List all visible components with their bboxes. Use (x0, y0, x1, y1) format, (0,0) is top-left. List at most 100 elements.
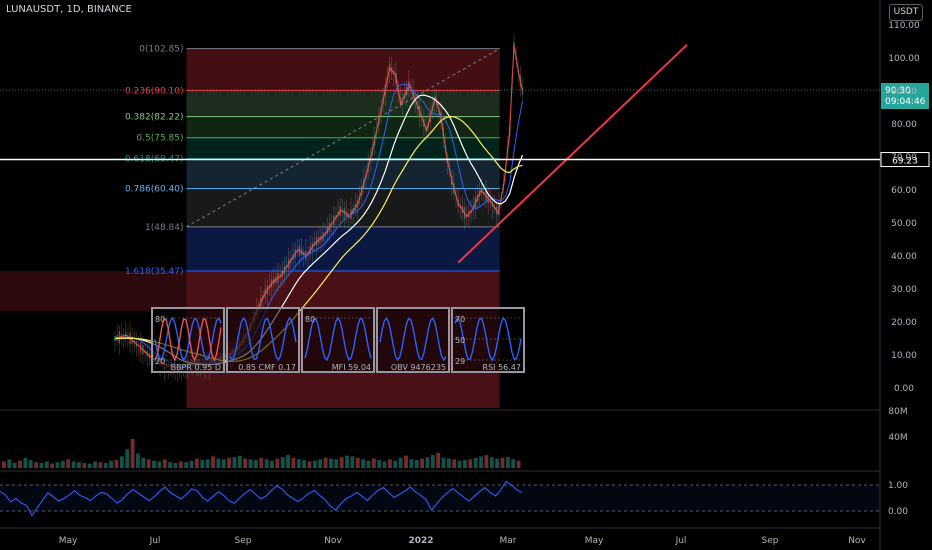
osc-tick-label: 0.00 (888, 507, 908, 517)
volume-bar (339, 457, 344, 468)
volume-bar (275, 458, 280, 468)
volume-bar (7, 459, 12, 468)
volume-bar (500, 457, 505, 468)
volume-bar (194, 458, 199, 468)
current-price-countdown: 09:04:46 (885, 97, 926, 107)
horizontal-level-tag (880, 152, 930, 168)
volume-bar (393, 460, 398, 468)
volume-bar (168, 462, 173, 468)
price-tick-label: 20.00 (891, 318, 917, 328)
price-tick-label: 110.00 (888, 21, 920, 31)
volume-bar (382, 461, 387, 468)
fib-zone-band (186, 90, 500, 117)
osc-line (0, 480, 523, 517)
volume-bar (157, 461, 162, 468)
volume-bar (516, 460, 521, 468)
indicator-line-alt (154, 318, 222, 362)
indicator-line (379, 316, 447, 362)
volume-bar (329, 458, 333, 468)
volume-bar (479, 456, 483, 468)
volume-bar (2, 461, 6, 468)
indicator-readout: RSI 56.47 (483, 363, 521, 372)
price-tick-label: 40.00 (891, 252, 917, 262)
volume-bar (152, 460, 156, 468)
volume-bar (55, 462, 60, 468)
price-tick-label: 60.00 (891, 186, 917, 196)
volume-bar (414, 460, 419, 468)
volume-bar (420, 458, 425, 468)
volume-bar (291, 457, 296, 468)
volume-bar (114, 460, 119, 468)
indicator-level-label: 29 (455, 357, 465, 366)
volume-bar (248, 459, 253, 468)
volume-bar (312, 460, 317, 468)
indicator-box (226, 307, 300, 373)
time-tick-label: May (59, 536, 78, 546)
volume-bar (28, 460, 33, 468)
currency-badge[interactable]: USDT (889, 4, 923, 21)
volume-bar (463, 460, 467, 468)
volume-bar (473, 457, 478, 468)
volume-bar (334, 459, 339, 468)
price-tick-label: 30.00 (891, 285, 917, 295)
volume-bar (345, 455, 349, 468)
volume-bar (184, 462, 189, 468)
volume-bar (109, 460, 114, 468)
volume-bar (323, 457, 328, 468)
volume-bar (227, 457, 232, 468)
volume-bar (60, 460, 65, 468)
volume-bar (430, 454, 435, 468)
volume-bar (237, 455, 242, 468)
trendline (457, 44, 688, 264)
volume-bar (468, 459, 473, 468)
volume-bar (436, 452, 441, 468)
fib-level-label: 0.236(90.10) (125, 87, 184, 97)
volume-bar (366, 460, 371, 468)
volume-bar (98, 462, 103, 468)
volume-bar (404, 455, 408, 468)
volume-bar (280, 457, 285, 468)
fib-diagonal (186, 48, 500, 228)
volume-bar (318, 459, 323, 468)
volume-bar (253, 460, 258, 468)
indicator-readout: BBPR 0.95 D (171, 363, 221, 372)
indicator-level-label: 20 (155, 357, 165, 366)
volume-bar (39, 462, 44, 468)
volume-bar (103, 462, 108, 468)
volume-bar (457, 460, 462, 468)
volume-bar (409, 459, 414, 468)
volume-tick-label: 40M (888, 433, 907, 443)
indicator-readout: 0.85 CMF 0.17 (238, 363, 296, 372)
price-tick-label: 80.00 (891, 120, 917, 130)
volume-bar (232, 457, 237, 468)
volume-bar (200, 460, 205, 468)
volume-bar (146, 459, 151, 468)
candle-body (521, 87, 524, 95)
horizontal-level-value: 69.23 (892, 157, 918, 167)
volume-bar (44, 461, 49, 468)
indicator-line (154, 316, 222, 362)
volume-bar (66, 459, 71, 468)
volume-tick-label: 80M (888, 407, 907, 417)
price-tick-label: 70.00 (891, 153, 917, 163)
volume-bar (387, 459, 392, 468)
time-tick-label: May (585, 536, 604, 546)
volume-bar (243, 458, 248, 468)
fib-zone-band (186, 48, 500, 91)
fib-level-label: 1.618(35.47) (125, 267, 184, 277)
price-tick-label: 100.00 (888, 54, 920, 64)
volume-bar (264, 459, 269, 468)
volume-bar (398, 457, 403, 468)
volume-bar (495, 458, 500, 468)
indicator-line (229, 316, 297, 362)
volume-bar (93, 461, 97, 468)
osc-tick-label: 1.00 (888, 481, 908, 491)
indicator-line (454, 316, 522, 362)
time-tick-label: Sep (235, 536, 252, 546)
fib-level-label: 1(48.84) (145, 223, 184, 233)
volume-bar (77, 462, 81, 468)
price-tick-label: 90.00 (891, 87, 917, 97)
indicator-level-label: 80 (305, 315, 315, 324)
volume-bar (178, 461, 183, 468)
time-tick-label: 2022 (408, 536, 433, 546)
